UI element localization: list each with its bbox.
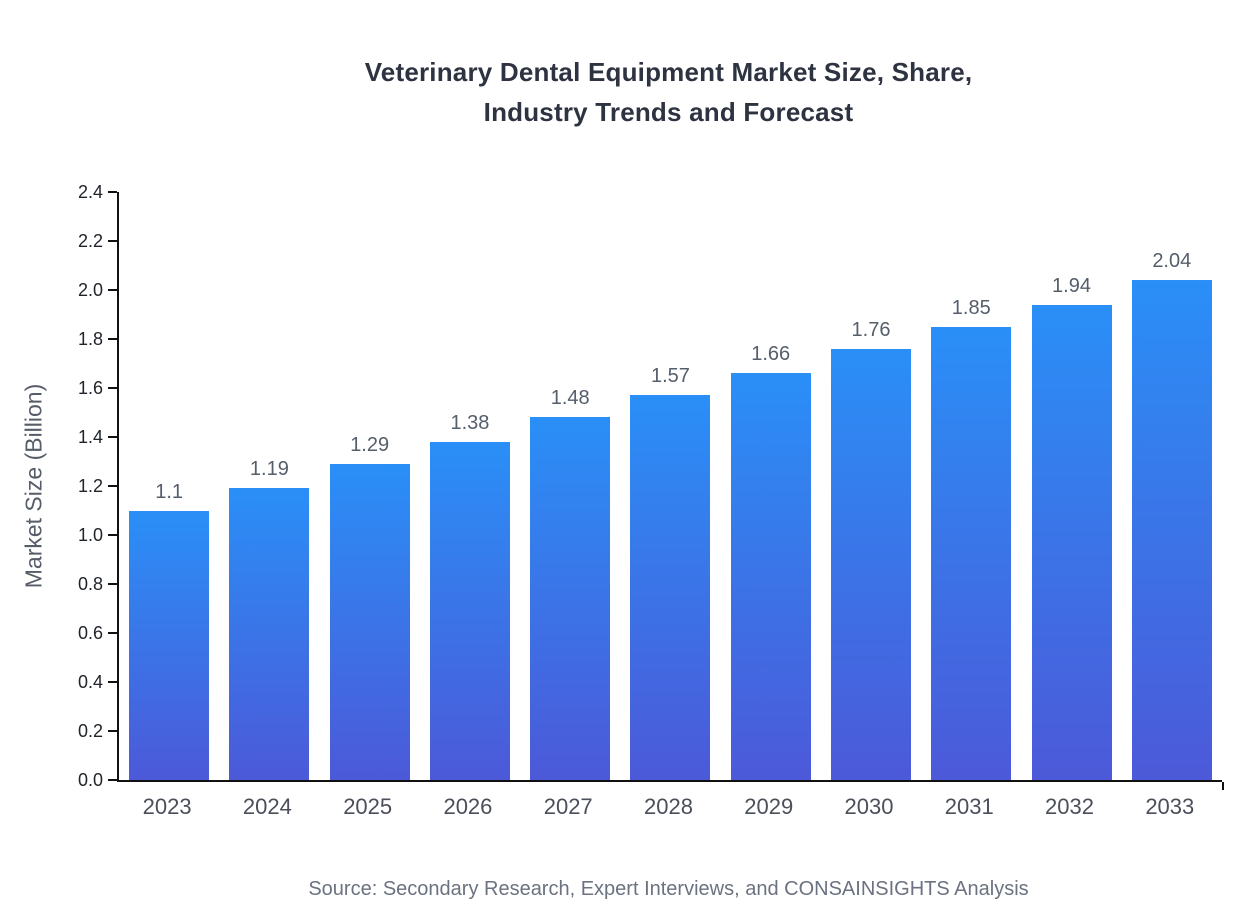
chart-title: Veterinary Dental Equipment Market Size,… (117, 52, 1220, 132)
bar-2029: 1.66 (730, 343, 811, 780)
bar-value-label-2025: 1.29 (350, 433, 390, 456)
y-tick-mark (108, 485, 117, 487)
bar-2033: 2.04 (1131, 250, 1212, 780)
x-tick-label-2033: 2033 (1145, 794, 1195, 819)
y-axis-title: Market Size (Billion) (20, 383, 47, 589)
y-tick-mark (108, 534, 117, 536)
bar-2026: 1.38 (429, 412, 510, 780)
x-tick-label-2031: 2031 (944, 794, 994, 819)
y-tick-label: 0.8 (77, 574, 103, 595)
x-tick-label-2023: 2023 (142, 794, 192, 819)
y-tick-mark (108, 338, 117, 340)
bar-slot-2023: 1.1 (119, 192, 219, 780)
y-tick-label: 2.4 (77, 182, 103, 202)
bar-slot-2029: 1.66 (721, 192, 821, 780)
bar-value-label-2032: 1.94 (1052, 274, 1091, 297)
bar-value-label-2027: 1.48 (550, 387, 590, 410)
y-tick-label: 0.0 (77, 770, 103, 790)
y-tick-label: 1.0 (77, 525, 103, 545)
x-axis-labels: 2023 2024 2025 2026 2027 2028 2029 2030 2031 2032… (117, 794, 1220, 820)
bar-slot-2031: 1.85 (921, 192, 1021, 780)
y-tick-label: 1.4 (77, 427, 103, 447)
bar-slot-2028: 1.57 (620, 192, 720, 780)
y-tick-mark (108, 730, 117, 733)
bar-slot-2026: 1.38 (420, 192, 520, 780)
bar-slot-2025: 1.29 (320, 192, 420, 780)
x-tick-label-2025: 2025 (343, 794, 393, 819)
y-tick-label: 1.8 (77, 329, 103, 349)
bar-slot-2027: 1.48 (520, 192, 620, 780)
x-tick-label-2029: 2029 (744, 794, 794, 819)
x-tick-label-2027: 2027 (543, 794, 593, 819)
y-tick-label: 1.2 (77, 476, 103, 496)
y-tick-label: 0.6 (77, 623, 103, 643)
bar-2025: 1.29 (329, 434, 410, 780)
bar-2023: 1.1 (129, 481, 210, 780)
x-tick-label-2028: 2028 (643, 794, 693, 819)
bar-value-label-2028: 1.57 (650, 365, 690, 388)
y-tick-label: 2.0 (77, 280, 103, 300)
bar-value-label-2031: 1.85 (951, 296, 991, 319)
y-tick-label: 0.2 (77, 721, 103, 742)
x-tick-label-2024: 2024 (242, 794, 292, 819)
bar-value-label-2023: 1.1 (155, 480, 184, 503)
bars-container: 1.1 1.19 1.29 1.38 1.48 1.57 1.66 1.76 1.85 1.94 2… (119, 192, 1222, 780)
chart-title-line2: Industry Trends and Forecast (483, 97, 854, 127)
bar-value-label-2026: 1.38 (450, 411, 490, 434)
plot-area: 1.1 1.19 1.29 1.38 1.48 1.57 1.66 1.76 1.85 1.94 2… (78, 182, 1224, 790)
bar-2024: 1.19 (229, 458, 310, 780)
y-tick-mark (108, 436, 117, 438)
bar-value-label-2033: 2.04 (1152, 250, 1192, 273)
bar-slot-2033: 2.04 (1122, 192, 1222, 780)
y-tick-mark (108, 240, 117, 242)
bar-value-label-2030: 1.76 (851, 318, 891, 341)
x-tick-label-2032: 2032 (1045, 794, 1094, 819)
bar-value-label-2024: 1.19 (249, 458, 289, 481)
y-tick-mark (108, 583, 117, 586)
bar-slot-2032: 1.94 (1021, 192, 1121, 780)
y-tick-mark (108, 289, 117, 291)
bar-slot-2024: 1.19 (219, 192, 319, 780)
y-tick-mark (108, 681, 117, 684)
bar-2031: 1.85 (931, 297, 1012, 780)
bar-2028: 1.57 (630, 365, 711, 780)
source-text: Source: Secondary Research, Expert Inter… (308, 878, 1029, 900)
y-tick-label: 2.2 (77, 231, 103, 251)
bar-2027: 1.48 (530, 387, 611, 780)
chart-title-line1: Veterinary Dental Equipment Market Size,… (364, 57, 973, 87)
x-tick-label-2030: 2030 (844, 794, 894, 819)
y-tick-label: 1.6 (77, 378, 103, 399)
y-tick-mark (108, 191, 117, 193)
y-tick-mark (108, 779, 117, 781)
y-tick-label: 0.4 (77, 672, 103, 693)
bar-2030: 1.76 (830, 319, 911, 780)
bar-slot-2030: 1.76 (821, 192, 921, 780)
y-tick-mark (108, 387, 117, 390)
y-tick-mark (108, 632, 117, 634)
x-tick-label-2026: 2026 (443, 794, 493, 819)
bar-value-label-2029: 1.66 (751, 343, 791, 366)
bar-2032: 1.94 (1031, 275, 1112, 780)
